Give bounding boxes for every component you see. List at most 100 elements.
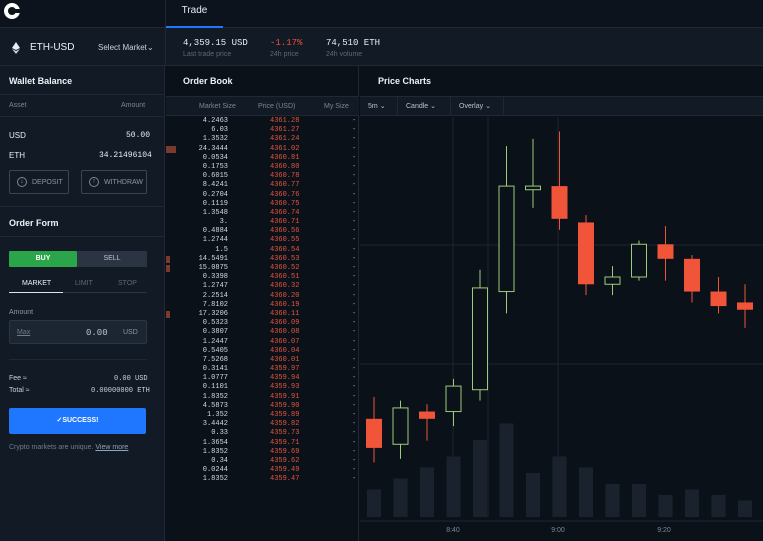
order-book-row[interactable]: 1.0777 4359.94 - <box>166 374 359 383</box>
order-book-row[interactable]: 1.352 4359.89 - <box>166 411 359 420</box>
order-book-row[interactable]: 3. 4360.71 - <box>166 218 359 227</box>
order-book-row[interactable]: 0.3141 4359.97 - <box>166 365 359 374</box>
coinbase-logo-icon[interactable] <box>4 3 21 19</box>
amount-unit: USD <box>123 329 138 336</box>
order-book-row[interactable]: 1.2447 4360.07 - <box>166 338 359 347</box>
interval-select[interactable]: 5m ⌄ <box>360 97 398 116</box>
select-market-button[interactable]: Select Market <box>98 43 147 52</box>
row-price: 4360.52 <box>270 264 300 272</box>
row-price: 4359.69 <box>270 447 300 456</box>
row-size: 0.5323 <box>202 319 228 328</box>
x-tick-label: 9:20 <box>657 527 671 534</box>
divider <box>0 94 165 95</box>
order-book-row[interactable]: 0.5323 4360.09 - <box>166 319 359 328</box>
row-price: 4359.49 <box>270 466 300 475</box>
order-book-row[interactable]: 8.4241 4360.77 - <box>166 181 359 190</box>
row-price: 4360.56 <box>270 227 300 236</box>
tab-market[interactable]: MARKET <box>22 280 52 287</box>
order-book-row[interactable]: 14.5491 4360.53 - <box>166 255 359 264</box>
row-price: 4360.75 <box>270 199 300 208</box>
row-my-size: - <box>352 273 357 282</box>
left-panel: Wallet Balance Asset Amount USD 50.00 ET… <box>0 66 165 541</box>
order-book-row[interactable]: 0.34 4359.62 - <box>166 457 359 466</box>
row-my-size: - <box>352 218 357 227</box>
order-book-row[interactable]: 3.4442 4359.82 - <box>166 420 359 429</box>
order-book-row[interactable]: 1.8352 4359.91 - <box>166 393 359 402</box>
order-book-row[interactable]: 0.1101 4359.93 - <box>166 383 359 392</box>
col-my-size: My Size <box>324 103 349 110</box>
tab-limit[interactable]: LIMIT <box>75 280 93 287</box>
candlestick-chart[interactable]: 8:40 9:00 9:20 <box>360 117 763 541</box>
row-my-size: - <box>352 392 357 401</box>
ethereum-icon <box>12 42 20 54</box>
arrow-down-circle-icon: ↓ <box>17 177 27 187</box>
order-book-row[interactable]: 4.5873 4359.90 - <box>166 402 359 411</box>
order-book-row[interactable]: 1.5 4360.54 - <box>166 246 359 255</box>
order-book-row[interactable]: 6.03 4361.27 - <box>166 126 359 135</box>
price-chart-panel: Price Charts 5m ⌄ Candle ⌄ Overlay ⌄ 8:4… <box>360 66 763 541</box>
row-size: 1.0777 <box>202 374 228 383</box>
order-book-row[interactable]: 0.33 4359.73 - <box>166 429 359 438</box>
chevron-down-icon[interactable]: ⌄ <box>147 43 154 52</box>
order-book-row[interactable]: 0.1753 4360.80 - <box>166 163 359 172</box>
sell-button[interactable]: SELL <box>77 251 147 267</box>
tab-stop[interactable]: STOP <box>118 280 137 287</box>
order-book-row[interactable]: 0.0244 4359.49 - <box>166 466 359 475</box>
order-book-row[interactable]: 1.2747 4360.32 - <box>166 282 359 291</box>
order-book-row[interactable]: 1.2744 4360.55 - <box>166 236 359 245</box>
order-book-row[interactable]: 7.8102 4360.19 - <box>166 301 359 310</box>
row-my-size: - <box>352 300 357 309</box>
order-book-row[interactable]: 1.3654 4359.71 - <box>166 439 359 448</box>
view-more-link[interactable]: View more <box>95 444 129 451</box>
order-book-row[interactable]: 1.8352 4359.69 - <box>166 448 359 457</box>
nav-divider <box>165 0 166 28</box>
buy-button[interactable]: BUY <box>9 251 77 267</box>
chart-type-select[interactable]: Candle ⌄ <box>398 97 451 116</box>
deposit-button[interactable]: ↓ DEPOSIT <box>9 170 69 194</box>
order-book-row[interactable]: 0.3398 4360.51 - <box>166 273 359 282</box>
volume-bar <box>473 440 487 517</box>
row-price: 4360.78 <box>270 172 300 181</box>
order-book-row[interactable]: 0.3807 4360.08 - <box>166 328 359 337</box>
order-book-row[interactable]: 0.1119 4360.75 - <box>166 200 359 209</box>
row-my-size: - <box>352 383 357 392</box>
order-book-row[interactable]: 0.4884 4360.56 - <box>166 227 359 236</box>
row-price: 4360.04 <box>270 346 300 355</box>
withdraw-button[interactable]: ↑ WITHDRAW <box>81 170 147 194</box>
order-book-row[interactable]: 0.5405 4360.04 - <box>166 347 359 356</box>
volume-bar <box>552 456 567 517</box>
order-book-row[interactable]: 0.6015 4360.78 - <box>166 172 359 181</box>
order-book-rows[interactable]: 4.2463 4361.28 - 6.03 4361.27 - 1.3532 4361.24 -… <box>166 117 359 541</box>
fee-label: Fee ≈ <box>9 375 27 382</box>
order-book-row[interactable]: 0.2704 4360.76 - <box>166 191 359 200</box>
depth-bar <box>166 310 170 318</box>
row-size: 0.2704 <box>202 190 228 199</box>
overlay-select[interactable]: Overlay ⌄ <box>451 97 504 116</box>
chevron-down-icon: ⌄ <box>485 103 491 110</box>
row-my-size: - <box>352 172 357 181</box>
order-book-row[interactable]: 1.3548 4360.74 - <box>166 209 359 218</box>
candle-body <box>498 185 515 293</box>
row-size: 0.3141 <box>202 365 228 374</box>
row-my-size: - <box>352 328 357 337</box>
order-book-row[interactable]: 24.3444 4361.02 - <box>166 145 359 154</box>
order-book-row[interactable]: 17.3206 4360.11 - <box>166 310 359 319</box>
order-book-row[interactable]: 15.0875 4360.52 - <box>166 264 359 273</box>
row-my-size: - <box>352 401 357 410</box>
order-book-row[interactable]: 4.2463 4361.28 - <box>166 117 359 126</box>
overlay-label: Overlay <box>459 103 484 110</box>
wallet-amount-eth: 34.21496104 <box>99 151 152 160</box>
volume-bar <box>738 500 752 517</box>
row-price: 4359.73 <box>270 429 300 438</box>
row-my-size: - <box>352 117 357 125</box>
amount-input[interactable]: Max 0.00 USD <box>9 320 147 344</box>
order-book-row[interactable]: 1.8352 4359.47 - <box>166 475 359 484</box>
order-book-row[interactable]: 7.5268 4360.01 - <box>166 356 359 365</box>
place-order-button[interactable]: ✓SUCCESS! <box>9 408 146 434</box>
max-link[interactable]: Max <box>17 329 31 336</box>
tab-trade[interactable]: Trade <box>166 0 223 28</box>
order-book-row[interactable]: 1.3532 4361.24 - <box>166 135 359 144</box>
price-change: -1.17% <box>270 38 303 48</box>
order-book-row[interactable]: 0.0534 4360.81 - <box>166 154 359 163</box>
order-book-row[interactable]: 2.2514 4360.20 - <box>166 292 359 301</box>
